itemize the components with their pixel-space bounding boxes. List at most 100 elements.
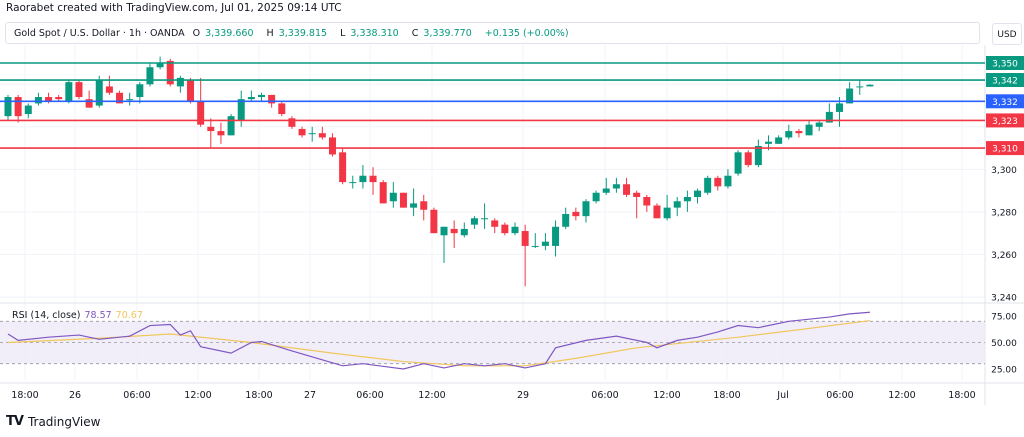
time-tick-label: 26: [69, 390, 81, 401]
candle-bullish: [835, 103, 843, 112]
candle-bullish: [866, 84, 874, 87]
candle-bearish: [744, 152, 752, 166]
time-tick-label: Jul: [776, 390, 788, 401]
candle-bullish: [552, 226, 560, 246]
low-value: 3,338.310: [350, 28, 399, 39]
candle-bearish: [450, 228, 458, 234]
candle-bullish: [694, 190, 702, 198]
candle-bullish: [258, 94, 265, 98]
price-level-label: 3,310: [992, 145, 1018, 155]
rsi-value: 78.57: [84, 310, 112, 321]
time-tick-label: 18:00: [713, 390, 740, 401]
rsi-tick-label: 75.00: [991, 313, 1017, 323]
time-tick-label: 29: [517, 390, 529, 401]
rsi-legend: RSI (14, close) 78.57 70.67: [12, 310, 143, 321]
candle-bullish: [531, 245, 539, 247]
close-value: 3,339.770: [423, 28, 472, 39]
high-label: H: [266, 28, 274, 39]
candle-bullish: [136, 84, 144, 98]
candle-bullish: [146, 67, 154, 85]
candle-bullish: [683, 197, 691, 202]
candle-bearish: [75, 82, 83, 98]
candle-bearish: [278, 103, 286, 115]
candle-bullish: [237, 99, 245, 121]
candle-bearish: [379, 182, 387, 204]
candle-bearish: [795, 131, 803, 134]
price-level-label: 3,350: [992, 60, 1018, 70]
candle-bearish: [298, 128, 306, 136]
rsi-ma-value: 70.67: [115, 310, 143, 321]
candle-bearish: [207, 126, 215, 132]
footer-brand: TV TradingView: [6, 414, 100, 429]
candle-bullish: [673, 201, 681, 208]
candle-bullish: [582, 201, 590, 217]
time-tick-label: 06:00: [591, 390, 618, 401]
candle-bullish: [34, 97, 42, 104]
candle-bullish: [612, 184, 620, 189]
candle-bearish: [268, 94, 276, 104]
candle-bullish: [562, 214, 570, 227]
candle-bearish: [633, 192, 641, 198]
candle-bearish: [572, 211, 580, 217]
candle-bearish: [55, 97, 63, 100]
candle-bearish: [339, 152, 347, 183]
open-label: O: [192, 28, 201, 39]
candle-bearish: [491, 220, 499, 227]
candle-bullish: [541, 241, 549, 246]
candle-bullish: [704, 177, 712, 193]
candle-bullish: [602, 188, 610, 193]
rsi-tick-label: 25.00: [991, 366, 1017, 376]
candle-bullish: [481, 218, 489, 220]
candle-bullish: [775, 137, 783, 144]
time-tick-label: 27: [304, 390, 316, 401]
candle-bearish: [45, 97, 53, 102]
price-level-tag: [986, 73, 1024, 88]
candle-bullish: [663, 207, 671, 219]
time-tick-label: 06:00: [356, 390, 383, 401]
price-level-label: 3,332: [992, 98, 1018, 108]
time-tick-label: 06:00: [123, 390, 150, 401]
candle-bearish: [318, 133, 326, 138]
candle-bullish: [856, 86, 864, 88]
candle-bearish: [14, 97, 22, 117]
candle-bearish: [369, 175, 377, 183]
candle-bullish: [470, 218, 478, 225]
currency-button[interactable]: USD: [992, 23, 1022, 45]
brand-name: TradingView: [27, 414, 101, 429]
candle-bearish: [420, 201, 428, 210]
time-tick-label: 12:00: [888, 390, 915, 401]
candle-bullish: [805, 124, 813, 136]
candle-bearish: [288, 118, 296, 127]
price-tick-label: 3,280: [991, 208, 1017, 218]
candle-bullish: [734, 152, 742, 174]
candle-bearish: [187, 80, 195, 102]
candle-bullish: [785, 131, 793, 138]
candle-bullish: [389, 192, 397, 202]
candle-bearish: [116, 92, 124, 104]
candle-bullish: [724, 175, 732, 187]
price-level-tag: [986, 113, 1024, 128]
change-value: +0.135 (+0.00%): [484, 28, 569, 39]
symbol-info-bar: Gold Spot / U.S. Dollar · 1h · OANDA O 3,…: [5, 22, 980, 44]
time-tick-label: 12:00: [653, 390, 680, 401]
candle-bearish: [85, 99, 93, 108]
candle-bullish: [460, 228, 468, 236]
price-tick-label: 3,260: [991, 251, 1017, 261]
candle-bullish: [511, 226, 519, 234]
candle-bullish: [247, 97, 255, 100]
candle-bullish: [24, 105, 32, 115]
tradingview-logo-icon: TV: [6, 414, 24, 429]
rsi-line: [7, 311, 870, 370]
price-level-label: 3,323: [992, 117, 1018, 127]
candle-bearish: [399, 192, 407, 208]
candle-bullish: [592, 192, 600, 202]
candle-bearish: [623, 184, 631, 195]
candle-bullish: [349, 182, 357, 184]
price-level-tag: [986, 56, 1024, 70]
price-level-tag: [986, 94, 1024, 109]
price-level-label: 3,342: [992, 77, 1018, 87]
candle-bullish: [4, 97, 12, 117]
candle-bullish: [846, 88, 854, 104]
candle-bearish: [217, 131, 225, 136]
